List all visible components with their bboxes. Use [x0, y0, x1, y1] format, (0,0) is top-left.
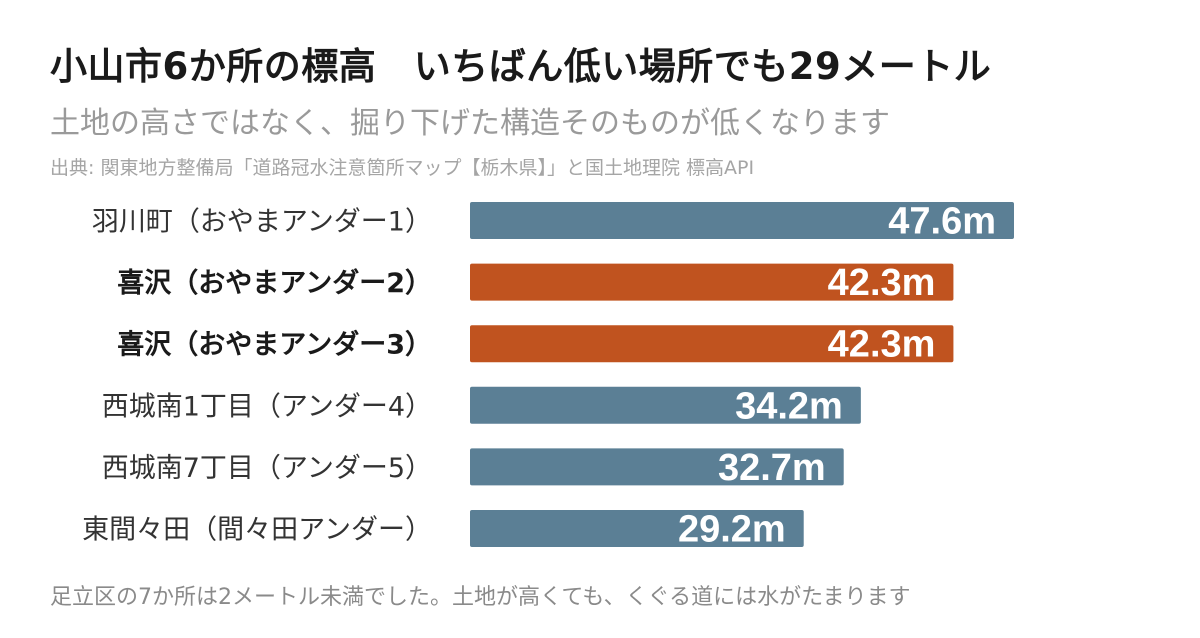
category-label: 喜沢（おやまアンダー3） — [117, 329, 432, 361]
category-label: 東間々田（間々田アンダー） — [82, 515, 432, 546]
category-label: 喜沢（おやまアンダー2） — [117, 267, 432, 299]
source-note: 出典: 関東地方整備局「道路冠水注意箇所マップ【栃木県】」と国土地理院 標高AP… — [50, 157, 755, 179]
bar — [470, 386, 861, 424]
value-label: 47.6m — [888, 201, 996, 243]
category-label: 羽川町（おやまアンダー1） — [92, 207, 432, 238]
value-label: 32.7m — [718, 447, 826, 489]
value-label: 42.3m — [828, 324, 936, 366]
category-label: 西城南1丁目（アンダー4） — [102, 391, 432, 422]
value-label: 42.3m — [828, 262, 936, 304]
value-label: 34.2m — [735, 385, 843, 427]
bar — [470, 202, 1014, 239]
chart-title: 小山市6か所の標高 いちばん低い場所でも29メートル — [50, 45, 992, 88]
value-label: 29.2m — [678, 509, 786, 551]
bar — [470, 448, 844, 486]
bar — [470, 263, 954, 301]
bar — [470, 510, 804, 547]
bar — [470, 325, 954, 363]
category-label: 西城南7丁目（アンダー5） — [102, 453, 432, 484]
footnote: 足立区の7か所は2メートル未満でした。土地が高くても、くぐる道には水がたまります — [50, 585, 911, 610]
chart-subtitle: 土地の高さではなく、掘り下げた構造そのものが低くなります — [50, 106, 890, 141]
